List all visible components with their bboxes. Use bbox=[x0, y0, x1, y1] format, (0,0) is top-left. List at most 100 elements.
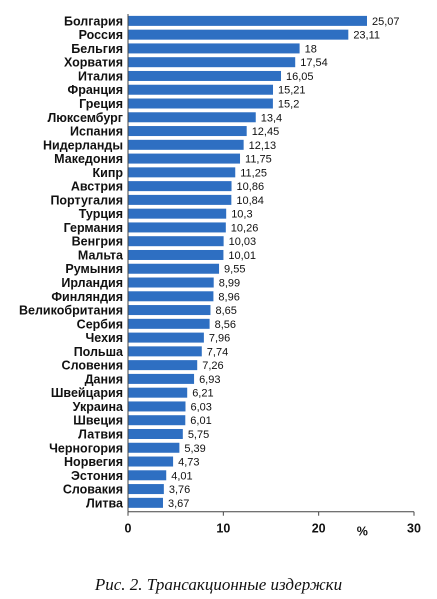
category-label: Нидерланды bbox=[43, 138, 123, 152]
category-label: Швеция bbox=[73, 414, 123, 428]
bar bbox=[128, 484, 164, 495]
bar bbox=[128, 456, 174, 467]
value-label: 10,03 bbox=[229, 236, 257, 248]
bar bbox=[128, 181, 232, 192]
value-label: 13,4 bbox=[261, 112, 282, 124]
bar bbox=[128, 194, 232, 205]
category-label: Румыния bbox=[65, 262, 123, 276]
category-label: Испания bbox=[70, 125, 123, 139]
value-labels-layer: 25,07 23,11 18 17,54 16,05 15,21 15,213,4 12,45… bbox=[168, 16, 400, 510]
bar bbox=[128, 428, 183, 439]
bar bbox=[128, 15, 368, 26]
value-label: 18 bbox=[305, 43, 317, 55]
x-tick-label: 10 bbox=[216, 522, 230, 536]
category-label: Великобритания bbox=[19, 304, 123, 318]
bar bbox=[128, 57, 296, 68]
value-label: 15,2 bbox=[278, 99, 299, 111]
bar bbox=[128, 29, 349, 40]
value-label: 7,74 bbox=[207, 346, 228, 358]
bar bbox=[128, 70, 282, 81]
bar bbox=[128, 415, 186, 426]
x-axis-unit-label: % bbox=[357, 525, 368, 539]
x-ticks-layer: 0 10 20 30 bbox=[125, 511, 421, 536]
bar bbox=[128, 249, 224, 260]
value-label: 12,13 bbox=[249, 140, 277, 152]
bar bbox=[128, 387, 188, 398]
bars-layer bbox=[128, 15, 368, 508]
x-tick-label: 30 bbox=[407, 522, 421, 536]
bar bbox=[128, 318, 210, 329]
bar bbox=[128, 153, 241, 164]
value-label: 6,03 bbox=[190, 401, 211, 413]
value-label: 10,26 bbox=[231, 222, 259, 234]
category-label: Германия bbox=[64, 221, 123, 235]
value-label: 7,26 bbox=[202, 360, 223, 372]
value-label: 8,65 bbox=[215, 305, 236, 317]
value-label: 10,01 bbox=[228, 250, 256, 262]
value-label: 23,11 bbox=[353, 30, 380, 42]
category-label: Франция bbox=[68, 83, 123, 97]
bar bbox=[128, 360, 198, 371]
value-label: 3,76 bbox=[169, 484, 190, 496]
value-label: 25,07 bbox=[372, 16, 400, 28]
category-label: Украина bbox=[73, 400, 124, 414]
bar bbox=[128, 222, 226, 233]
value-label: 5,39 bbox=[184, 443, 205, 455]
value-label: 15,21 bbox=[278, 85, 306, 97]
category-label: Швейцария bbox=[51, 386, 123, 400]
category-label: Словакия bbox=[63, 483, 123, 497]
category-label: Хорватия bbox=[64, 56, 123, 70]
category-label: Турция bbox=[79, 207, 123, 221]
bar bbox=[128, 43, 300, 54]
category-label: Финляндия bbox=[51, 290, 123, 304]
value-label: 4,73 bbox=[178, 457, 199, 469]
bar bbox=[128, 208, 227, 219]
value-label: 5,75 bbox=[188, 429, 209, 441]
value-label: 6,01 bbox=[190, 415, 211, 427]
value-label: 10,86 bbox=[237, 181, 265, 193]
category-label: Словения bbox=[62, 359, 123, 373]
bar bbox=[128, 401, 186, 412]
value-label: 8,96 bbox=[218, 291, 239, 303]
value-label: 17,54 bbox=[300, 57, 328, 69]
category-label: Черногория bbox=[49, 441, 123, 455]
category-label: Дания bbox=[85, 372, 123, 386]
x-tick-label: 0 bbox=[125, 522, 132, 536]
value-label: 8,56 bbox=[215, 319, 236, 331]
x-tick-label: 20 bbox=[312, 522, 326, 536]
value-label: 12,45 bbox=[252, 126, 280, 138]
value-label: 6,93 bbox=[199, 374, 220, 386]
value-label: 8,99 bbox=[219, 278, 240, 290]
value-label: 7,96 bbox=[209, 333, 230, 345]
category-label: Россия bbox=[79, 28, 123, 42]
bar bbox=[128, 236, 224, 247]
value-label: 11,75 bbox=[245, 154, 272, 166]
category-label: Норвегия bbox=[64, 455, 123, 469]
category-label: Венгрия bbox=[72, 235, 123, 249]
bar bbox=[128, 442, 180, 453]
category-label: Эстония bbox=[71, 469, 123, 483]
value-label: 9,55 bbox=[224, 264, 245, 276]
bar bbox=[128, 112, 256, 123]
category-label: Литва bbox=[86, 496, 124, 510]
category-label: Чехия bbox=[86, 331, 124, 345]
category-label: Греция bbox=[79, 97, 123, 111]
value-label: 10,3 bbox=[231, 209, 252, 221]
value-label: 16,05 bbox=[286, 71, 314, 83]
category-label: Болгария bbox=[64, 14, 123, 28]
value-label: 11,25 bbox=[240, 167, 267, 179]
category-label: Люксембург bbox=[47, 111, 123, 125]
value-label: 4,01 bbox=[171, 470, 192, 482]
value-label: 10,84 bbox=[236, 195, 264, 207]
value-label: 3,67 bbox=[168, 498, 189, 510]
category-label: Кипр bbox=[93, 166, 124, 180]
category-label: Португалия bbox=[50, 193, 123, 207]
category-label: Сербия bbox=[77, 317, 123, 331]
bar bbox=[128, 470, 167, 481]
category-label: Македония bbox=[54, 152, 123, 166]
bar bbox=[128, 126, 247, 137]
value-label: 6,21 bbox=[192, 388, 213, 400]
bar bbox=[128, 305, 211, 316]
bar bbox=[128, 98, 273, 109]
bar bbox=[128, 277, 214, 288]
